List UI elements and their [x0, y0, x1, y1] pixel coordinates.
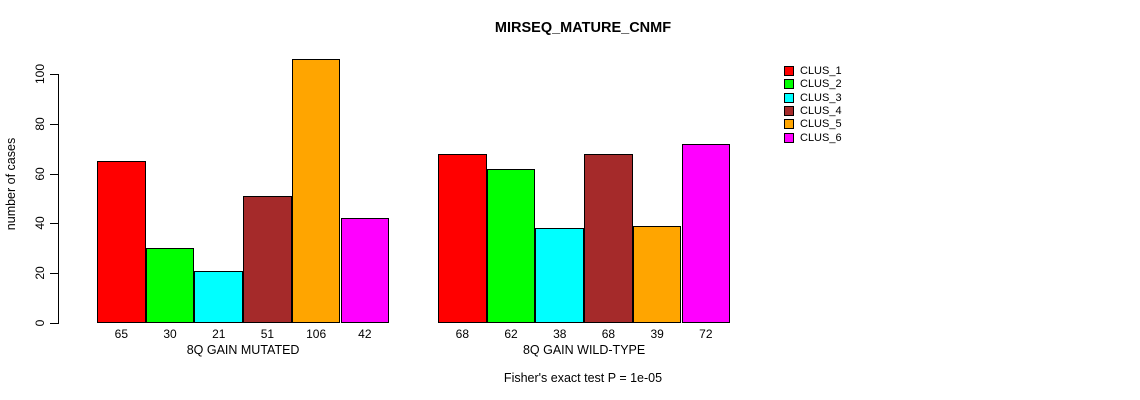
- x-axis-group-label: 8Q GAIN WILD-TYPE: [522, 343, 646, 357]
- y-tick-mark: [50, 273, 58, 275]
- legend-label: CLUS_6: [800, 131, 842, 144]
- bar-value-label: 38: [553, 327, 567, 341]
- bar-value-label: 30: [163, 327, 177, 341]
- chart-title: MIRSEQ_MATURE_CNMF: [494, 20, 672, 36]
- bar-value-label: 39: [650, 327, 664, 341]
- legend-label: CLUS_1: [800, 65, 842, 77]
- bar-value-label: 106: [306, 327, 327, 341]
- bar: [584, 153, 633, 323]
- bar-value-label: 21: [212, 327, 226, 341]
- y-axis-label: number of cases: [4, 137, 18, 231]
- legend-label: CLUS_3: [800, 91, 842, 104]
- bar: [486, 168, 536, 323]
- bar-value-label: 65: [114, 327, 129, 341]
- x-axis-group-label: 8Q GAIN MUTATED: [186, 343, 300, 357]
- y-tick-mark: [50, 173, 58, 175]
- footnote-text: Fisher's exact test P = 1e-05: [503, 371, 663, 385]
- y-tick-label: 60: [33, 166, 47, 181]
- y-tick-label: 40: [33, 216, 47, 231]
- y-tick-mark: [50, 323, 58, 324]
- legend-swatch: [784, 79, 794, 90]
- y-tick-label: 20: [33, 266, 47, 280]
- bar-value-label: 42: [358, 327, 372, 341]
- legend-swatch: [784, 119, 794, 130]
- y-tick-label: 100: [33, 63, 47, 85]
- y-tick-label: 80: [33, 117, 47, 131]
- bar: [632, 225, 682, 323]
- bar: [681, 143, 731, 323]
- bar-value-label: 68: [601, 327, 616, 341]
- bar: [438, 153, 487, 323]
- bar: [243, 196, 292, 323]
- y-tick-mark: [50, 223, 58, 225]
- bar: [535, 228, 585, 323]
- legend-swatch: [784, 66, 794, 76]
- y-tick-mark: [50, 74, 58, 75]
- legend-swatch: [784, 105, 794, 116]
- legend-label: CLUS_5: [800, 118, 842, 131]
- bar: [340, 218, 390, 323]
- bar: [291, 59, 341, 323]
- bar-value-label: 68: [455, 327, 470, 341]
- bar: [194, 270, 244, 323]
- y-tick-label: 0: [33, 319, 47, 327]
- y-axis-line: [58, 74, 59, 324]
- legend-label: CLUS_2: [800, 78, 842, 91]
- legend-label: CLUS_4: [800, 104, 842, 117]
- bar: [97, 161, 146, 323]
- y-tick-mark: [50, 123, 58, 125]
- bar-value-label: 62: [504, 327, 518, 341]
- bar-value-label: 51: [260, 327, 275, 341]
- bar-value-label: 72: [699, 327, 713, 341]
- legend-swatch: [784, 92, 794, 103]
- bar: [145, 248, 195, 323]
- legend-swatch: [784, 132, 794, 143]
